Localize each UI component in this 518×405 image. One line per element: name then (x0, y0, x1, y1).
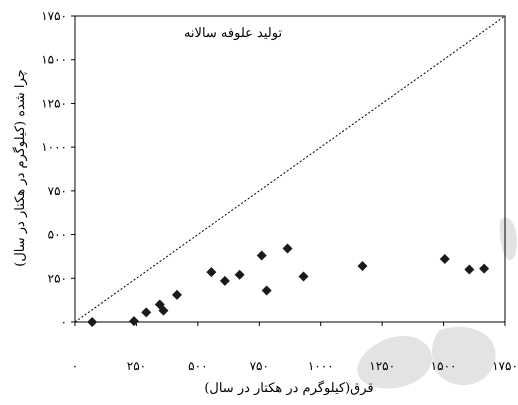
x-tick-label: ۵۰۰ (188, 359, 207, 373)
data-point (158, 305, 169, 316)
data-point (219, 275, 230, 286)
reference-line (74, 15, 506, 323)
data-point (464, 264, 475, 275)
x-axis-label: قرق(کیلوگرم در هکتار در سال) (204, 380, 373, 396)
y-tick-label: ۲۵۰ (48, 271, 67, 285)
y-axis-ticks: ۰ ۲۵۰ ۵۰۰ ۷۵۰ ۱۰۰۰ ۱۲۵۰ ۱۵۰۰ ۱۷۵۰ (41, 9, 75, 329)
y-tick-label: ۵۰۰ (48, 228, 67, 242)
y-tick-label: ۷۵۰ (48, 184, 67, 198)
data-point (234, 269, 245, 280)
x-tick-label: ۱۵۰۰ (431, 359, 457, 373)
y-tick-label: ۱۰۰۰ (41, 140, 67, 154)
watermark (357, 218, 517, 389)
y-axis-label: چرا شده (کیلوگرم در هکتار در سال) (12, 69, 28, 266)
y-tick-label: ۱۵۰۰ (41, 53, 67, 67)
data-point (261, 285, 272, 296)
data-point (357, 261, 368, 272)
x-tick-label: ۲۵۰ (127, 359, 146, 373)
data-point (439, 254, 450, 265)
data-point (87, 317, 98, 327)
data-point (256, 250, 267, 261)
y-tick-label: ۱۲۵۰ (41, 96, 67, 110)
x-tick-label: ۱۰۰۰ (308, 359, 334, 373)
data-point (171, 289, 182, 300)
x-tick-label: ۰ (72, 359, 78, 373)
x-axis-ticks: ۰ ۲۵۰ ۵۰۰ ۷۵۰ ۱۰۰۰ ۱۲۵۰ ۱۵۰۰ ۱۷۵۰ (72, 322, 518, 373)
y-tick-label: ۰ (61, 315, 67, 329)
data-points (87, 243, 490, 327)
data-point (128, 316, 139, 327)
x-tick-label: ۷۵۰ (250, 359, 269, 373)
chart-title: تولید علوفه سالانه (184, 26, 283, 41)
x-tick-label: ۱۷۵۰ (492, 359, 518, 373)
x-tick-label: ۱۲۵۰ (369, 359, 395, 373)
plot-area (74, 15, 506, 323)
data-point (479, 263, 490, 274)
data-point (282, 243, 293, 254)
y-tick-label: ۱۷۵۰ (41, 9, 67, 23)
data-point (298, 271, 309, 282)
data-point (206, 267, 217, 278)
data-point (141, 307, 152, 318)
